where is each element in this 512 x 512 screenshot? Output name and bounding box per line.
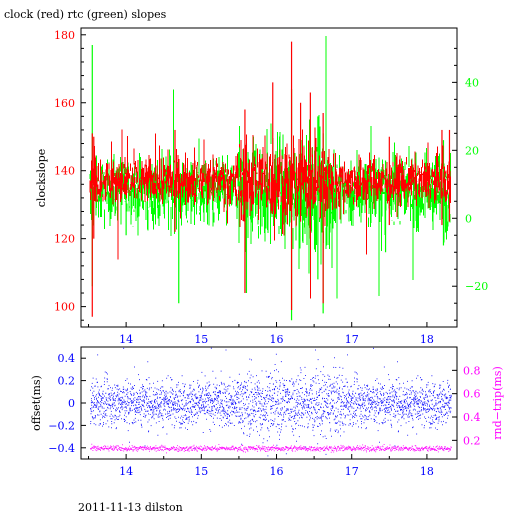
slopes-y-tick-label: 120: [54, 233, 75, 246]
offset-y-tick-label: −0.4: [48, 442, 75, 455]
offset-y2-tick-label: 0.2: [463, 434, 481, 447]
offset-y2-tick-label: 0.4: [463, 411, 481, 424]
slopes-x-tick-label: 14: [119, 333, 133, 346]
slopes-x-tick-label: 18: [420, 333, 434, 346]
rndtrip-y-axis-label: rnd−trip(ms): [491, 366, 504, 440]
offset-y2-axis: 0.2 0.4 0.6 0.8: [452, 364, 481, 447]
slopes-y2-axis: −20 0 20 40: [452, 47, 488, 321]
offset-y-tick-label: 0.4: [58, 352, 76, 365]
offset-y-tick-label: −0.2: [48, 419, 75, 432]
slopes-x-tick-label: 16: [270, 333, 284, 346]
offset-x-axis: 14 15 16 17 18: [88, 454, 434, 478]
slopes-y-tick-label: 100: [54, 301, 75, 314]
slopes-x-tick-label: 15: [194, 333, 208, 346]
chart-title: clock (red) rtc (green) slopes: [4, 8, 167, 21]
offset-y-tick-label: 0.2: [58, 375, 76, 388]
slopes-y-tick-label: 180: [54, 29, 75, 42]
offset-y2-tick-label: 0.6: [463, 388, 481, 401]
slopes-x-tick-label: 17: [345, 333, 359, 346]
footer-caption: 2011-11-13 dilston: [78, 501, 183, 512]
offset-x-tick-label: 18: [420, 465, 434, 478]
offset-x-tick-label: 16: [270, 465, 284, 478]
offset-y-tick-label: 0: [68, 397, 75, 410]
offset-y-axis: −0.4 −0.2 0 0.2 0.4: [48, 352, 86, 455]
offset-series: [90, 347, 452, 457]
slopes-y-axis: 100 120 140 160 180: [54, 29, 86, 321]
slopes-y-axis-label: clockslope: [35, 149, 48, 207]
offset-y2-tick-label: 0.8: [463, 364, 481, 377]
slopes-y2-tick-label: 0: [465, 212, 472, 225]
slopes-y-tick-label: 140: [54, 165, 75, 178]
offset-panel: 14 15 16 17 18 −0.4−0.200.20.4 0.20.40.60.8 …: [30, 346, 504, 478]
slopes-y-tick-label: 160: [54, 97, 75, 110]
slopes-series: [89, 36, 451, 321]
offset-x-tick-label: 15: [194, 465, 208, 478]
offset-x-tick-label: 17: [345, 465, 359, 478]
slopes-panel: 14 15 16 17 18 100 120 140 160 180 −20 0 20 40 cloc…: [35, 27, 488, 346]
clock-slope-trace: [89, 127, 451, 299]
slopes-y2-tick-label: 40: [465, 76, 479, 89]
offset-x-tick-label: 14: [119, 465, 133, 478]
offset-points: [90, 347, 452, 457]
slopes-y2-tick-label: −20: [465, 280, 488, 293]
slopes-plot-frame: [80, 27, 458, 328]
offset-y-axis-label: offset(ms): [30, 375, 43, 431]
rndtrip-points: [90, 443, 452, 454]
slopes-x-axis: 14 15 16 17 18: [88, 322, 434, 346]
slopes-y2-tick-label: 20: [465, 144, 479, 157]
